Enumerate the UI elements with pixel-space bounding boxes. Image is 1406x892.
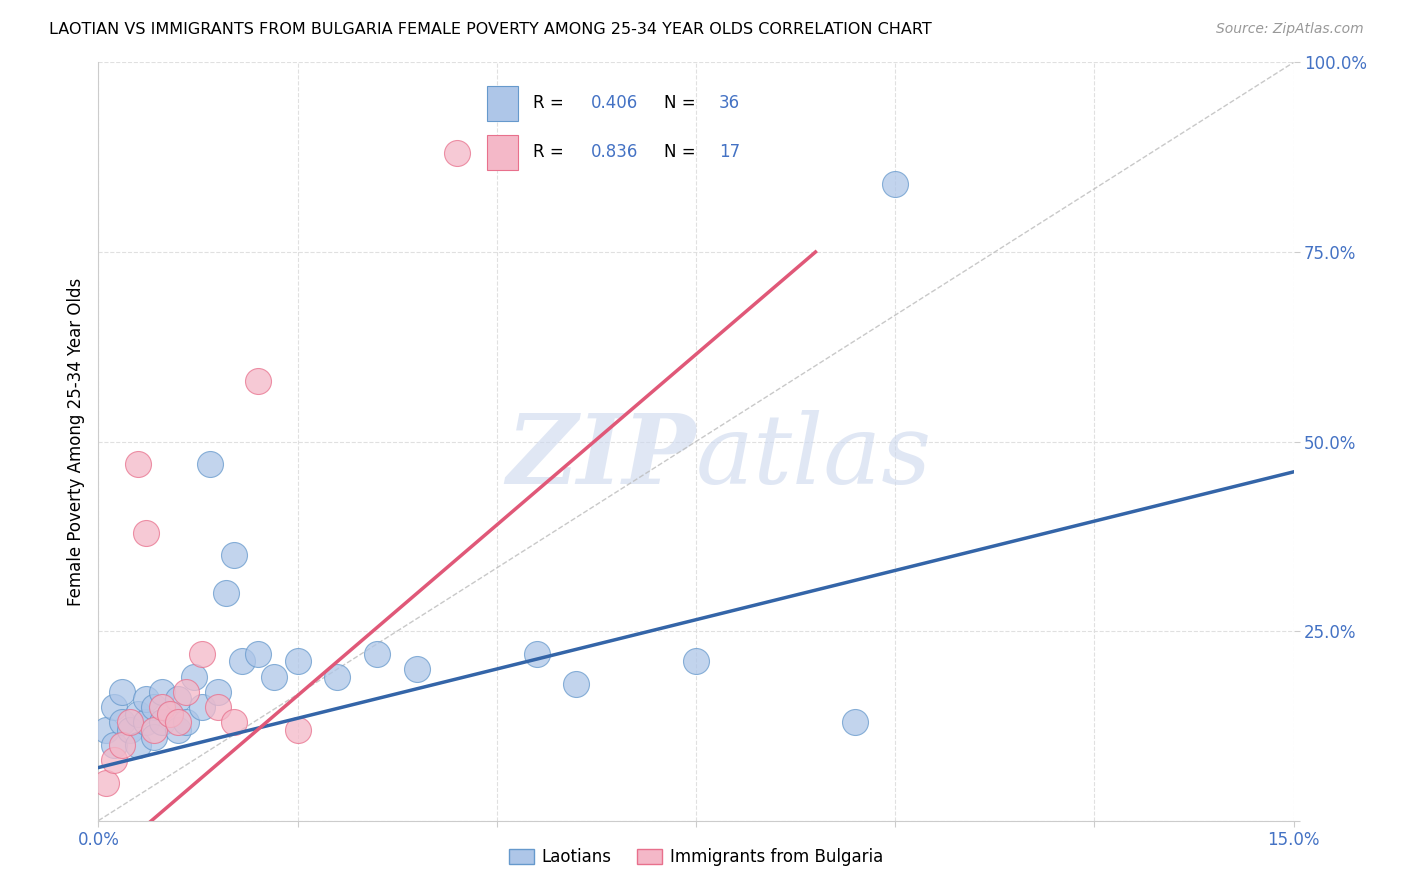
Point xyxy=(207,699,229,714)
Point xyxy=(135,692,157,706)
Point xyxy=(263,669,285,683)
Point xyxy=(135,525,157,540)
Point xyxy=(135,715,157,730)
Point xyxy=(96,776,118,790)
Point xyxy=(111,715,134,730)
Point xyxy=(120,723,142,737)
Point xyxy=(167,692,190,706)
Point xyxy=(246,647,269,661)
Point xyxy=(167,715,190,730)
Point xyxy=(191,647,214,661)
Point xyxy=(406,662,429,676)
Point xyxy=(127,458,149,472)
Point xyxy=(150,715,173,730)
Point xyxy=(159,707,181,722)
Point xyxy=(150,699,173,714)
Point xyxy=(191,699,214,714)
Point xyxy=(198,458,221,472)
Point xyxy=(565,677,588,691)
Point xyxy=(183,669,205,683)
Point xyxy=(326,669,349,683)
Point xyxy=(150,685,173,699)
Point xyxy=(287,723,309,737)
Point xyxy=(222,715,245,730)
Text: LAOTIAN VS IMMIGRANTS FROM BULGARIA FEMALE POVERTY AMONG 25-34 YEAR OLDS CORRELA: LAOTIAN VS IMMIGRANTS FROM BULGARIA FEMA… xyxy=(49,22,932,37)
Point xyxy=(174,715,197,730)
Point xyxy=(526,647,548,661)
Legend: Laotians, Immigrants from Bulgaria: Laotians, Immigrants from Bulgaria xyxy=(502,842,890,873)
Point xyxy=(174,685,197,699)
Point xyxy=(287,655,309,669)
Point xyxy=(215,586,238,600)
Text: atlas: atlas xyxy=(696,409,932,504)
Y-axis label: Female Poverty Among 25-34 Year Olds: Female Poverty Among 25-34 Year Olds xyxy=(66,277,84,606)
Point xyxy=(222,548,245,563)
Point xyxy=(207,685,229,699)
Point xyxy=(127,738,149,752)
Point xyxy=(143,699,166,714)
Point xyxy=(159,707,181,722)
Point xyxy=(111,738,134,752)
Point xyxy=(366,647,388,661)
Point xyxy=(143,730,166,744)
Point xyxy=(446,146,468,161)
Point xyxy=(103,738,125,752)
Point xyxy=(120,715,142,730)
Point xyxy=(143,723,166,737)
Point xyxy=(685,655,707,669)
Text: Source: ZipAtlas.com: Source: ZipAtlas.com xyxy=(1216,22,1364,37)
Text: ZIP: ZIP xyxy=(506,409,696,504)
Point xyxy=(103,753,125,767)
Point xyxy=(167,723,190,737)
Point xyxy=(127,707,149,722)
Point xyxy=(246,374,269,388)
Point xyxy=(103,699,125,714)
Point xyxy=(111,685,134,699)
Point xyxy=(231,655,253,669)
Point xyxy=(96,723,118,737)
Point xyxy=(884,177,907,191)
Point xyxy=(844,715,866,730)
